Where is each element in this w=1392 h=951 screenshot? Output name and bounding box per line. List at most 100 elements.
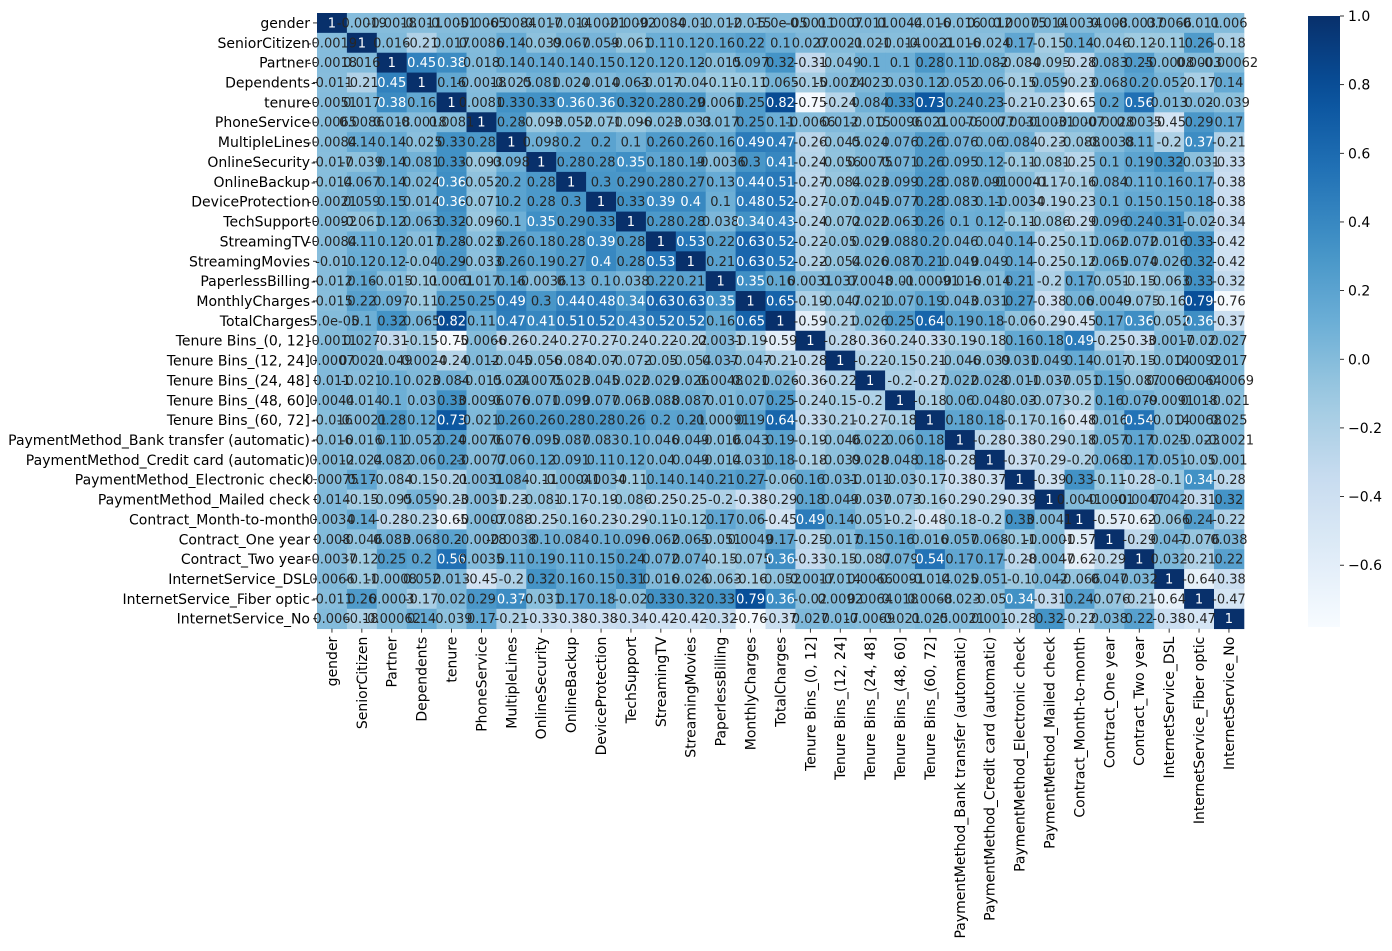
cell-value-label: -0.0011 bbox=[785, 16, 835, 31]
heatmap-cell bbox=[1094, 370, 1125, 391]
cell-value-label: -0.25 bbox=[524, 513, 558, 528]
heatmap-cell bbox=[346, 350, 378, 371]
heatmap-cell bbox=[1184, 390, 1215, 411]
cell-value-label: 0.052 bbox=[403, 433, 440, 448]
cell-value-label: 0.3 bbox=[591, 175, 612, 190]
heatmap-cell bbox=[616, 13, 647, 34]
cell-value-label: -0.45 bbox=[1063, 314, 1097, 329]
heatmap-cell bbox=[795, 410, 826, 431]
heatmap-cell bbox=[795, 251, 826, 272]
heatmap-cell bbox=[466, 152, 497, 173]
heatmap-cell bbox=[376, 588, 408, 610]
heatmap-cell bbox=[1004, 509, 1035, 530]
heatmap-cell bbox=[1214, 251, 1245, 272]
heatmap-cell bbox=[855, 211, 886, 232]
heatmap-cell bbox=[376, 529, 408, 550]
cell-value-label: 0.12 bbox=[975, 155, 1004, 170]
heatmap-cell bbox=[915, 449, 946, 471]
cell-value-label: -0.00062 bbox=[363, 612, 421, 627]
cell-value-label: 0.26 bbox=[527, 414, 556, 429]
heatmap-cell bbox=[885, 608, 916, 630]
cell-value-label: 0.34 bbox=[616, 294, 645, 309]
cell-value-label: -0.0084 bbox=[307, 136, 357, 151]
cell-value-label: -0.42 bbox=[1212, 255, 1246, 270]
heatmap-cell bbox=[1214, 608, 1245, 630]
x-axis-tick-label: PaymentMethod_Credit card (automatic) bbox=[983, 637, 999, 921]
cell-value-label: 0.52 bbox=[676, 314, 705, 329]
cell-value-label: 0.087 bbox=[553, 433, 590, 448]
heatmap-cell bbox=[825, 350, 856, 371]
cell-value-label: 0.16 bbox=[437, 76, 466, 91]
heatmap-cell bbox=[735, 231, 766, 252]
heatmap-cell bbox=[705, 92, 736, 113]
heatmap-cell bbox=[885, 310, 916, 332]
heatmap-cell bbox=[1184, 588, 1215, 610]
x-axis-tick-label: PaymentMethod_Electronic check bbox=[1013, 636, 1029, 872]
heatmap-cell bbox=[346, 13, 378, 34]
heatmap-cell bbox=[795, 370, 826, 391]
cell-value-label: 0.65 bbox=[766, 294, 795, 309]
heatmap-cell bbox=[466, 529, 497, 550]
cell-value-label: 0.14 bbox=[1005, 255, 1034, 270]
cell-value-label: 0.2 bbox=[920, 235, 941, 250]
heatmap-cell bbox=[556, 13, 587, 34]
heatmap-cell bbox=[1124, 32, 1155, 54]
heatmap-cell bbox=[616, 171, 647, 193]
cell-value-label: -0.2 bbox=[1156, 136, 1181, 151]
heatmap-cell bbox=[855, 152, 886, 173]
cell-value-label: 0.11 bbox=[1125, 136, 1154, 151]
heatmap-cell bbox=[376, 112, 408, 133]
heatmap-cell bbox=[317, 271, 348, 292]
heatmap-cell bbox=[1124, 191, 1155, 212]
cell-value-label: -0.21 bbox=[1003, 96, 1037, 111]
heatmap-cell bbox=[855, 509, 886, 530]
heatmap-cell bbox=[1064, 291, 1095, 312]
cell-value-label: 0.0064 bbox=[847, 592, 893, 607]
heatmap-cell bbox=[1124, 608, 1155, 630]
cell-value-label: 0.22 bbox=[1125, 612, 1154, 627]
heatmap-cell bbox=[765, 449, 796, 471]
heatmap-cell bbox=[705, 52, 736, 73]
cell-value-label: 0.11 bbox=[1125, 175, 1154, 190]
cell-value-label: 0.15 bbox=[587, 56, 616, 71]
heatmap-cell bbox=[885, 152, 916, 173]
cell-value-label: -0.039 bbox=[520, 36, 562, 51]
heatmap-cell bbox=[436, 410, 467, 431]
cell-value-label: -0.015 bbox=[371, 275, 413, 290]
cell-value-label: -0.29 bbox=[1033, 453, 1067, 468]
heatmap-cell bbox=[1154, 588, 1185, 610]
cell-value-label: 0.022 bbox=[852, 215, 889, 230]
cell-value-label: 0.088 bbox=[881, 235, 918, 250]
cell-value-label: -0.28 bbox=[1212, 473, 1246, 488]
cell-value-label: -0.0017 bbox=[785, 573, 835, 588]
cell-value-label: -0.15 bbox=[823, 394, 857, 409]
heatmap-cell bbox=[735, 291, 766, 312]
cell-value-label: -0.0077 bbox=[965, 116, 1015, 131]
cell-value-label: 0.26 bbox=[646, 136, 675, 151]
heatmap-cell bbox=[705, 350, 736, 371]
heatmap-cell bbox=[885, 271, 916, 292]
heatmap-cell bbox=[1034, 489, 1065, 510]
cell-value-label: 0.14 bbox=[646, 473, 675, 488]
cell-value-label: 0.14 bbox=[497, 36, 526, 51]
cell-value-label: 0.025 bbox=[941, 573, 978, 588]
heatmap-cell bbox=[735, 271, 766, 292]
heatmap-cell bbox=[705, 132, 736, 153]
heatmap-cell bbox=[1094, 112, 1125, 133]
heatmap-cell bbox=[436, 231, 467, 252]
heatmap-cell bbox=[735, 410, 766, 431]
cell-value-label: 0.12 bbox=[616, 56, 645, 71]
heatmap-cell bbox=[645, 291, 677, 312]
cell-value-label: -0.2 bbox=[499, 573, 524, 588]
heatmap-cell bbox=[675, 370, 707, 391]
cell-value-label: -0.2 bbox=[887, 374, 912, 389]
heatmap-cell bbox=[735, 32, 766, 54]
cell-value-label: -0.011 bbox=[401, 16, 443, 31]
cell-value-label: -0.0019 bbox=[337, 16, 387, 31]
heatmap-cell bbox=[645, 529, 677, 550]
cell-value-label: 0.49 bbox=[497, 294, 526, 309]
heatmap-cell bbox=[855, 549, 886, 570]
heatmap-cell bbox=[705, 370, 736, 391]
heatmap-cell bbox=[1154, 231, 1185, 252]
heatmap-cell bbox=[645, 549, 677, 570]
